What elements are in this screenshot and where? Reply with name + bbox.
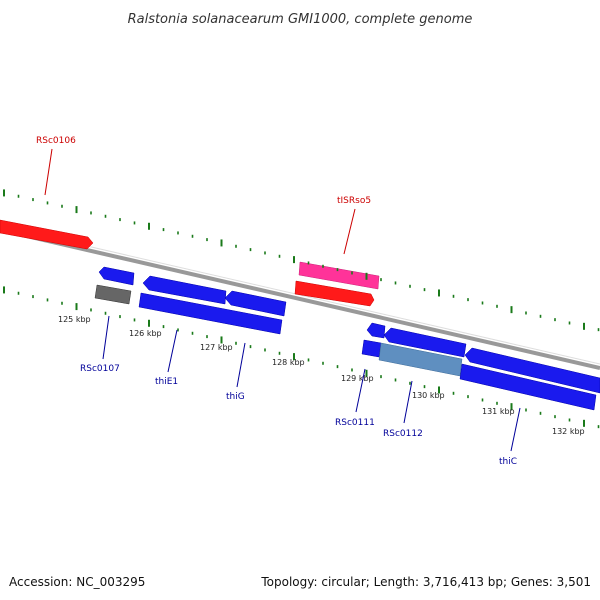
gene-rsc0106[interactable]: [0, 219, 94, 250]
gene-rsc0112[interactable]: [378, 342, 463, 377]
gene-rsc0113[interactable]: [383, 327, 467, 358]
tick-label: 125 kbp: [58, 315, 91, 324]
tick-label: 129 kbp: [341, 374, 374, 383]
tick-label: 132 kbp: [552, 427, 585, 436]
map-title: Ralstonia solanacearum GMI1000, complete…: [128, 12, 473, 27]
gene-label-thie1[interactable]: thiE1: [155, 377, 178, 387]
tick-label: 130 kbp: [412, 391, 445, 400]
tick-label: 131 kbp: [482, 407, 515, 416]
gene-label-thic[interactable]: thiC: [499, 457, 517, 467]
leader-rsc0112: [403, 380, 413, 424]
label-leaders: [44, 148, 521, 452]
gene-label-rsc0107[interactable]: RSc0107: [80, 364, 120, 374]
gene-rsc0108[interactable]: [138, 292, 283, 335]
leader-tisrso5: [343, 208, 356, 255]
gene-rsc0110[interactable]: [294, 280, 375, 307]
gene-label-rsc0106[interactable]: RSc0106: [36, 136, 76, 146]
leader-rsc0107: [102, 315, 110, 360]
gene-label-thig[interactable]: thiG: [226, 392, 245, 402]
tick-label: 126 kbp: [129, 329, 162, 338]
leader-thie1: [167, 329, 178, 373]
leader-thig: [236, 342, 246, 388]
gene-thic-arrow[interactable]: [464, 347, 600, 394]
reverse-genes: [94, 266, 600, 411]
tick-labels: 125 kbp 126 kbp 127 kbp 128 kbp 129 kbp …: [58, 315, 585, 436]
tick-track-lower: [3, 286, 600, 429]
gene-rsc0111[interactable]: [361, 339, 382, 358]
tick-label: 128 kbp: [272, 358, 305, 367]
gene-label-tisrso5[interactable]: tISRso5: [337, 196, 371, 206]
gene-thie1[interactable]: [142, 275, 227, 305]
gene-label-rsc0111[interactable]: RSc0111: [335, 418, 375, 428]
genome-backbone: [0, 225, 600, 370]
genome-summary-text: Topology: circular; Length: 3,716,413 bp…: [260, 575, 591, 589]
leader-thic: [510, 407, 521, 452]
gene-rsc0111-arrow[interactable]: [366, 322, 386, 339]
gene-thig[interactable]: [224, 290, 287, 317]
gene-labels: RSc0106 tISRso5 RSc0107 thiE1 thiG RSc01…: [36, 136, 517, 467]
accession-text: Accession: NC_003295: [9, 575, 145, 589]
forward-genes: [0, 219, 380, 307]
gene-tisrso5[interactable]: [298, 261, 380, 290]
tick-label: 127 kbp: [200, 343, 233, 352]
leader-rsc0106: [44, 148, 53, 196]
gene-rsc0107-arrow[interactable]: [98, 266, 135, 286]
gene-label-rsc0112[interactable]: RSc0112: [383, 429, 423, 439]
gene-thic[interactable]: [459, 363, 597, 411]
gene-rsc0107[interactable]: [94, 284, 132, 305]
leader-rsc0111: [355, 368, 366, 413]
tick-track-upper: [3, 189, 600, 332]
